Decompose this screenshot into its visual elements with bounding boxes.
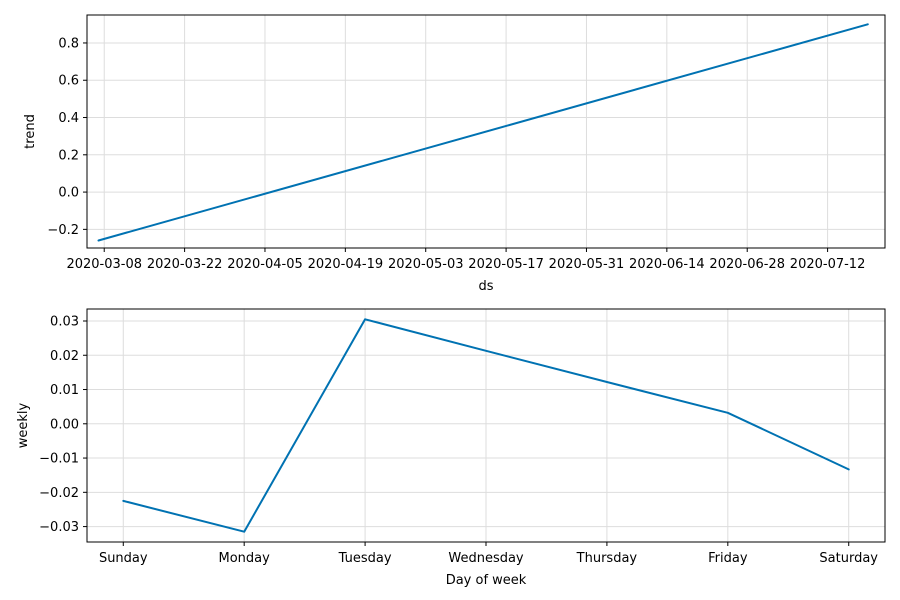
trend-ticks: 2020-03-08 2020-03-22 2020-04-05 2020-04-19…	[47, 36, 865, 272]
trend-y-tick-label: 0.0	[58, 186, 79, 201]
trend-x-tick-label: 2020-05-17	[468, 257, 544, 272]
weekly-y-tick-label: 0.01	[50, 383, 79, 398]
weekly-y-tick-label: 0.03	[50, 314, 79, 329]
trend-grid	[87, 15, 885, 248]
weekly-y-axis-label: weekly	[16, 402, 31, 448]
weekly-y-tick-label: −0.02	[39, 486, 79, 501]
trend-x-axis-label: ds	[478, 279, 493, 294]
trend-x-tick-label: 2020-07-12	[790, 257, 866, 272]
weekly-y-tick-label: 0.02	[50, 349, 79, 364]
trend-x-tick-label: 2020-06-14	[629, 257, 705, 272]
trend-y-tick-label: 0.4	[58, 111, 79, 126]
trend-x-tick-label: 2020-04-19	[308, 257, 384, 272]
trend-y-axis-label: trend	[23, 114, 38, 149]
weekly-x-axis-label: Day of week	[446, 573, 527, 588]
weekly-x-tick-label: Wednesday	[448, 551, 524, 566]
weekly-x-tick-label: Tuesday	[338, 551, 392, 566]
trend-x-tick-label: 2020-06-28	[709, 257, 785, 272]
weekly-x-tick-label: Friday	[708, 551, 748, 566]
trend-x-tick-label: 2020-03-08	[66, 257, 142, 272]
trend-x-tick-label: 2020-05-03	[388, 257, 464, 272]
weekly-series-group	[122, 318, 850, 533]
trend-x-tick-label: 2020-04-05	[227, 257, 303, 272]
weekly-x-tick-label: Thursday	[576, 551, 638, 566]
weekly-y-tick-label: −0.03	[39, 520, 79, 535]
weekly-panel: Sunday Monday Tuesday Wednesday Thursday Frid…	[16, 308, 886, 588]
weekly-x-tick-label: Monday	[219, 551, 271, 566]
trend-panel: 2020-03-08 2020-03-22 2020-04-05 2020-04-19…	[23, 14, 886, 294]
trend-y-tick-label: 0.6	[58, 74, 79, 89]
weekly-ticks: Sunday Monday Tuesday Wednesday Thursday Frid…	[39, 314, 878, 566]
weekly-x-tick-label: Saturday	[819, 551, 878, 566]
trend-x-tick-label: 2020-03-22	[147, 257, 223, 272]
weekly-y-tick-label: 0.00	[50, 417, 79, 432]
trend-y-tick-label: 0.2	[58, 148, 79, 163]
trend-series-group	[97, 23, 869, 242]
weekly-y-tick-label: −0.01	[39, 452, 79, 467]
trend-axes-frame	[86, 14, 886, 249]
trend-y-tick-label: 0.8	[58, 36, 79, 51]
weekly-x-tick-label: Sunday	[99, 551, 148, 566]
trend-y-tick-label: −0.2	[47, 223, 79, 238]
weekly-series-line	[122, 318, 850, 533]
trend-series-line	[97, 23, 869, 242]
weekly-grid	[87, 309, 885, 542]
trend-x-tick-label: 2020-05-31	[549, 257, 625, 272]
